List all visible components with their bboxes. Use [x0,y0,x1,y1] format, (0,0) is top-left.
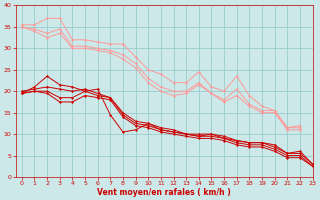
X-axis label: Vent moyen/en rafales ( km/h ): Vent moyen/en rafales ( km/h ) [97,188,231,197]
